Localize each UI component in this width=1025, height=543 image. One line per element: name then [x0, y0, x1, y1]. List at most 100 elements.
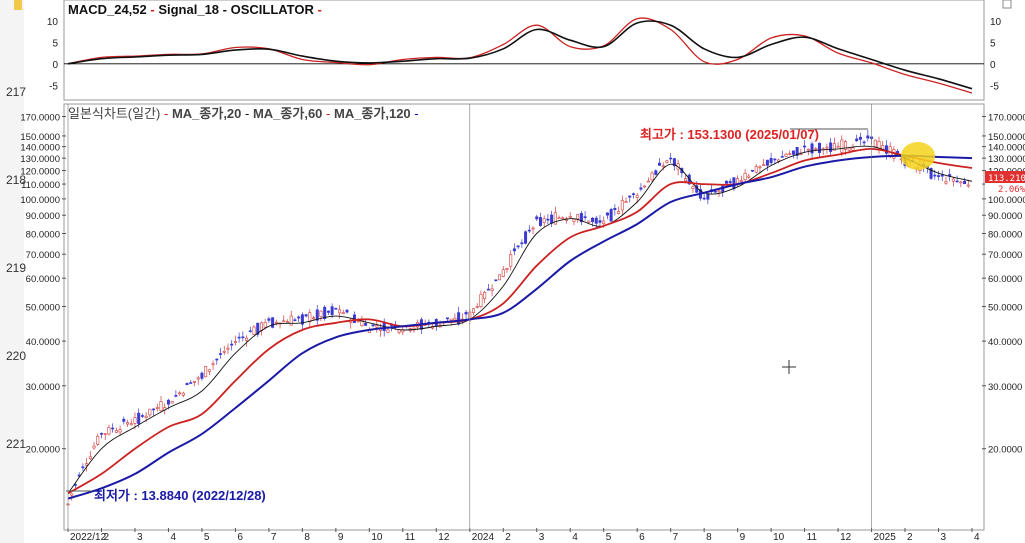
candle-body [836, 145, 840, 148]
candle-body [557, 217, 561, 220]
candle-body [274, 321, 278, 324]
candle-body [966, 184, 970, 187]
price-tick-label: 30.0000 [26, 382, 60, 393]
candle-body [684, 178, 688, 182]
candle-body [505, 268, 509, 270]
moving-average-lines [67, 145, 973, 500]
candle-body [241, 336, 245, 339]
candle-body [862, 141, 866, 144]
candle-body [955, 180, 959, 183]
candle-body [330, 306, 334, 316]
x-tick-label: 10 [371, 532, 383, 543]
x-tick-label: 2 [103, 532, 109, 543]
x-tick-label: 10 [773, 532, 785, 543]
candle-body [397, 329, 401, 333]
x-tick-label: 12 [438, 532, 450, 543]
price-tick-label: 140.0000 [20, 143, 60, 154]
candle-body [471, 308, 475, 313]
candle-body [665, 160, 669, 163]
candle-body [769, 158, 773, 164]
close-icon[interactable] [1002, 0, 1012, 9]
candle-body [873, 139, 877, 147]
x-tick-label: 7 [673, 532, 679, 543]
candle-body [152, 408, 156, 411]
x-tick-label: 3 [941, 532, 947, 543]
candle-body [133, 417, 137, 424]
candle-body [300, 314, 304, 325]
candle-body [609, 209, 613, 222]
candle-body [858, 136, 862, 140]
candle-body [289, 315, 293, 326]
price-tick-label: 30.0000 [988, 382, 1022, 393]
price-panel: 일본식차트(일간) - MA_종가,20 - MA_종가,60 - MA_종가,… [20, 103, 1025, 531]
x-tick-label: 6 [639, 532, 645, 543]
x-tick-label: 4 [572, 532, 578, 543]
candle-body [293, 319, 297, 322]
price-tick-label: 170.0000 [988, 112, 1025, 123]
oscillator-tick-label: 0 [990, 60, 996, 71]
candle-body [386, 329, 390, 333]
x-tick-label: 3 [137, 532, 143, 543]
candle-body [137, 412, 141, 424]
candle-body [550, 214, 554, 224]
candle-body [107, 427, 111, 435]
candle-body [129, 423, 133, 426]
price-tick-label: 120.0000 [20, 167, 60, 178]
candle-body [159, 401, 163, 412]
candle-body [375, 325, 379, 328]
crosshair-cursor-icon [782, 360, 796, 374]
oscillator-tick-label: 0 [52, 60, 58, 71]
candle-body [825, 146, 829, 149]
candle-body [840, 139, 844, 153]
candle-body [185, 383, 189, 386]
candle-body [814, 148, 818, 150]
candle-body [364, 322, 368, 326]
candle-body [527, 229, 531, 232]
last-price-tag [985, 171, 1025, 183]
price-tick-label: 130.0000 [988, 154, 1025, 165]
oscillator-series-0 [67, 17, 973, 94]
candle-body [669, 157, 673, 160]
x-tick-label: 7 [271, 532, 277, 543]
candle-body [509, 254, 513, 267]
price-tick-label: 80.0000 [988, 230, 1022, 241]
legend-macd: MACD_24,52 [68, 2, 147, 17]
oscillator-tick-label: 5 [52, 38, 58, 49]
candle-body [561, 217, 565, 220]
x-axis: 2022/122 3 4 5 6 7 8 9 10 11 12 2024 2 3 4 5 6 7 8 9 10 11 12 2… [67, 104, 980, 543]
candle-body [464, 312, 468, 315]
candle-body [96, 435, 100, 445]
low-price-label: 최저가 : 13.8840 (2022/12/28) [94, 488, 266, 503]
oscillator-tick-label: 5 [990, 38, 996, 49]
candle-body [929, 168, 933, 179]
candle-body [933, 174, 937, 177]
candle-body [498, 274, 502, 281]
candle-body [215, 358, 219, 361]
last-change-text: 2.06% [998, 185, 1025, 195]
candle-body [542, 218, 546, 223]
candle-body [780, 156, 784, 158]
candle-body [449, 318, 453, 321]
price-tick-label: 40.0000 [988, 337, 1022, 348]
candle-body [959, 181, 963, 184]
candle-body [591, 217, 595, 222]
price-tick-label: 70.0000 [26, 250, 60, 261]
x-tick-label: 2 [907, 532, 913, 543]
legend-ma60: MA_종가,60 [253, 106, 322, 121]
candle-body [650, 172, 654, 181]
x-tick-label: 6 [237, 532, 243, 543]
candle-body [765, 159, 769, 166]
candle-body [739, 180, 743, 182]
legend-ma20: MA_종가,20 [172, 106, 241, 121]
candle-body [200, 372, 204, 379]
candle-body [233, 341, 237, 343]
candle-body [166, 399, 170, 405]
candle-body [204, 366, 208, 378]
candle-body [326, 310, 330, 313]
price-tick-label: 60.0000 [26, 274, 60, 285]
last-change-tag [985, 183, 1025, 194]
oscillator-tick-label: 10 [990, 17, 1002, 28]
candle-body [319, 310, 323, 317]
candle-body [724, 180, 728, 184]
